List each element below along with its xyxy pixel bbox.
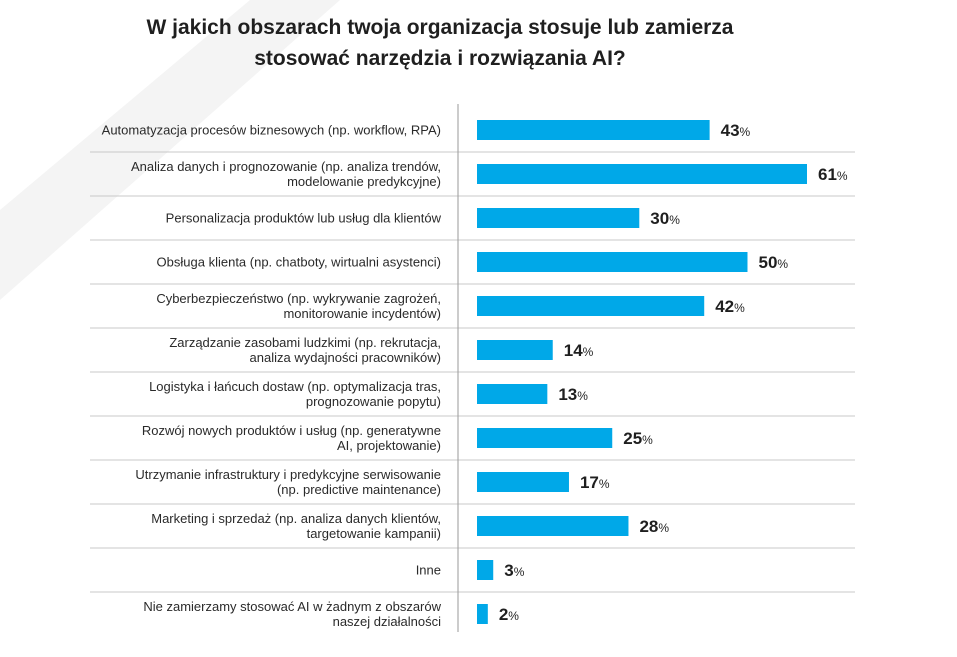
data-label-unit: % (740, 125, 751, 139)
bar (477, 384, 548, 404)
bar (477, 472, 569, 492)
data-label: 2% (499, 605, 519, 624)
bar (477, 560, 494, 580)
data-label-unit: % (837, 169, 848, 183)
category-label-line: monitorowanie incydentów) (283, 306, 441, 321)
bar (477, 208, 640, 228)
category-label: Logistyka i łańcuch dostaw (np. optymali… (149, 379, 441, 409)
category-label: Inne (416, 563, 441, 578)
bar (477, 296, 705, 316)
category-label: Marketing i sprzedaż (np. analiza danych… (151, 511, 441, 541)
data-label-value: 42 (715, 297, 734, 316)
data-label: 13% (558, 385, 588, 404)
category-label: Analiza danych i prognozowanie (np. anal… (131, 159, 441, 189)
bar (477, 428, 613, 448)
category-label-line: analiza wydajności pracowników) (250, 350, 441, 365)
data-label-unit: % (734, 301, 745, 315)
data-label-unit: % (577, 389, 588, 403)
data-label-value: 30 (650, 209, 669, 228)
category-label-line: (np. predictive maintenance) (277, 482, 441, 497)
data-label: 50% (758, 253, 788, 272)
category-label-line: Personalizacja produktów lub usług dla k… (166, 211, 442, 226)
data-label: 14% (564, 341, 594, 360)
data-label-value: 14 (564, 341, 583, 360)
category-label-line: AI, projektowanie) (337, 438, 441, 453)
category-label: Obsługa klienta (np. chatboty, wirtualni… (157, 255, 441, 270)
bar (477, 516, 629, 536)
category-label-line: Inne (416, 563, 441, 578)
data-label-value: 50 (758, 253, 777, 272)
data-label-value: 13 (558, 385, 577, 404)
bar (477, 340, 553, 360)
category-label-line: Marketing i sprzedaż (np. analiza danych… (151, 511, 441, 526)
data-label-value: 28 (639, 517, 658, 536)
category-label-line: Cyberbezpieczeństwo (np. wykrywanie zagr… (156, 291, 441, 306)
category-label: Cyberbezpieczeństwo (np. wykrywanie zagr… (156, 291, 441, 321)
category-label-line: Automatyzacja procesów biznesowych (np. … (102, 123, 441, 138)
chart-title-line-2: stosować narzędzia i rozwiązania AI? (254, 47, 626, 70)
category-label-line: prognozowanie popytu) (306, 394, 441, 409)
data-label-unit: % (514, 565, 525, 579)
data-label: 3% (504, 561, 524, 580)
chart-title-line-1: W jakich obszarach twoja organizacja sto… (146, 16, 734, 39)
bar (477, 164, 807, 184)
bar (477, 120, 710, 140)
category-label-line: Obsługa klienta (np. chatboty, wirtualni… (157, 255, 441, 270)
data-label: 43% (721, 121, 751, 140)
data-label-value: 17 (580, 473, 599, 492)
data-label: 28% (639, 517, 669, 536)
data-label-value: 61 (818, 165, 837, 184)
chart-title: W jakich obszarach twoja organizacja sto… (90, 12, 790, 74)
data-label: 42% (715, 297, 745, 316)
data-label-unit: % (777, 257, 788, 271)
category-label-line: Logistyka i łańcuch dostaw (np. optymali… (149, 379, 441, 394)
category-label: Rozwój nowych produktów i usług (np. gen… (142, 423, 441, 453)
data-label-unit: % (583, 345, 594, 359)
category-label: Zarządzanie zasobami ludzkimi (np. rekru… (169, 335, 441, 365)
category-label-line: Zarządzanie zasobami ludzkimi (np. rekru… (169, 335, 441, 350)
category-label-line: Nie zamierzamy stosować AI w żadnym z ob… (143, 599, 441, 614)
data-label-value: 43 (721, 121, 740, 140)
category-label-line: Utrzymanie infrastruktury i predykcyjne … (135, 467, 441, 482)
category-label: Utrzymanie infrastruktury i predykcyjne … (135, 467, 441, 497)
data-label-unit: % (599, 477, 610, 491)
category-label-line: Analiza danych i prognozowanie (np. anal… (131, 159, 441, 174)
data-label-value: 25 (623, 429, 642, 448)
category-label-line: targetowanie kampanii) (307, 526, 441, 541)
category-label-line: modelowanie predykcyjne) (287, 174, 441, 189)
data-label-value: 2 (499, 605, 508, 624)
data-label: 17% (580, 473, 610, 492)
data-label-unit: % (658, 521, 669, 535)
data-label-unit: % (508, 609, 519, 623)
category-label-line: naszej działalności (333, 614, 442, 629)
bar (477, 604, 488, 624)
category-label: Automatyzacja procesów biznesowych (np. … (102, 123, 441, 138)
bar (477, 252, 748, 272)
data-label-value: 3 (504, 561, 513, 580)
data-label: 30% (650, 209, 680, 228)
category-label-line: Rozwój nowych produktów i usług (np. gen… (142, 423, 441, 438)
data-label-unit: % (642, 433, 653, 447)
data-label: 25% (623, 429, 653, 448)
data-label: 61% (818, 165, 848, 184)
category-label: Nie zamierzamy stosować AI w żadnym z ob… (143, 599, 441, 629)
category-label: Personalizacja produktów lub usług dla k… (166, 211, 442, 226)
data-label-unit: % (669, 213, 680, 227)
